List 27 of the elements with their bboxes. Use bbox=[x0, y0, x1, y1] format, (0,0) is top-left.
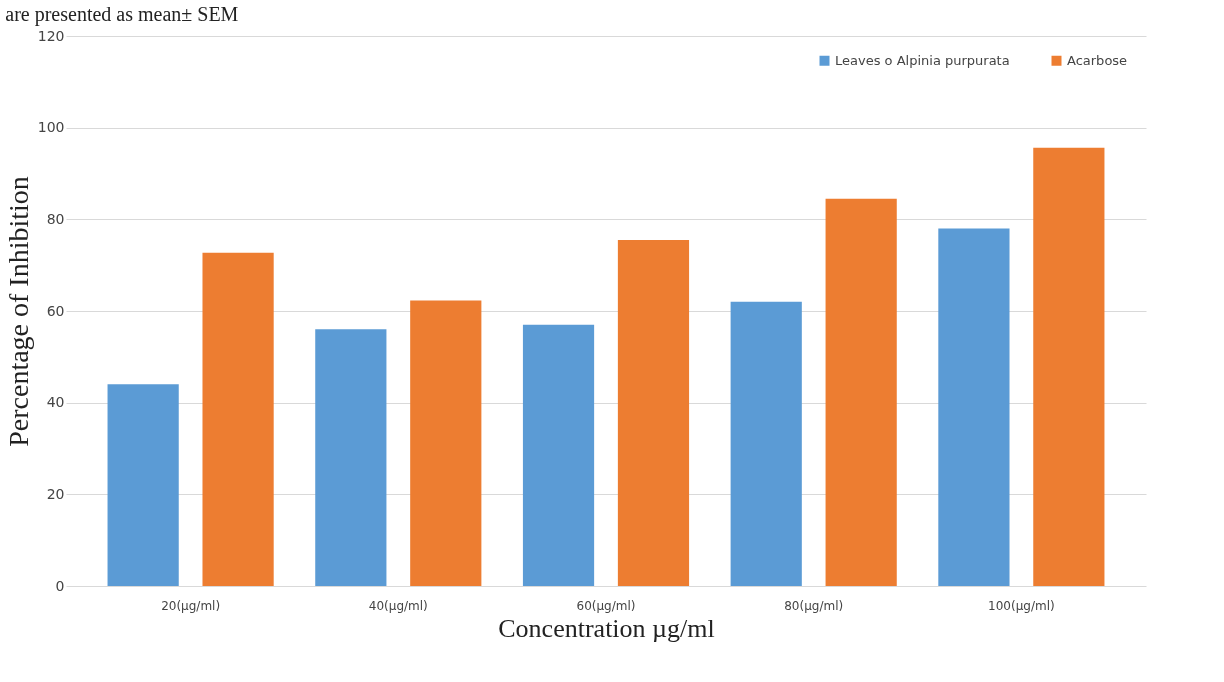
bar bbox=[410, 300, 482, 586]
bar bbox=[202, 252, 274, 586]
y-tick-label: 40 bbox=[46, 394, 65, 411]
x-tick-label: 20(µg/ml) bbox=[161, 598, 221, 613]
y-tick-label: 60 bbox=[46, 302, 65, 319]
x-tick-label: 80(µg/ml) bbox=[784, 598, 844, 613]
y-tick-label: 80 bbox=[46, 210, 65, 227]
text: are presented as mean± SEM bbox=[5, 3, 239, 26]
bar bbox=[315, 329, 387, 586]
y-tick-label: 100 bbox=[37, 119, 65, 136]
x-axis-title: Concentration µg/ml bbox=[498, 613, 715, 643]
bar bbox=[522, 324, 595, 586]
x-tick-label: 100(µg/ml) bbox=[988, 598, 1055, 613]
legend-label: Acarbose bbox=[1067, 52, 1128, 68]
x-tick-label: 60(µg/ml) bbox=[576, 598, 636, 613]
y-axis-title: Percentage of Inhibition bbox=[2, 176, 34, 447]
bar bbox=[107, 384, 179, 586]
bar bbox=[730, 301, 802, 586]
y-tick-label: 0 bbox=[55, 577, 65, 594]
x-tick-label: 40(µg/ml) bbox=[368, 598, 428, 613]
legend-label: Leaves o Alpinia purpurata bbox=[835, 52, 1010, 68]
y-tick-label: 120 bbox=[37, 27, 65, 44]
bar bbox=[617, 239, 690, 586]
bar bbox=[1033, 147, 1105, 586]
bar bbox=[938, 228, 1010, 586]
bar bbox=[825, 198, 897, 586]
y-tick-label: 20 bbox=[46, 485, 65, 502]
